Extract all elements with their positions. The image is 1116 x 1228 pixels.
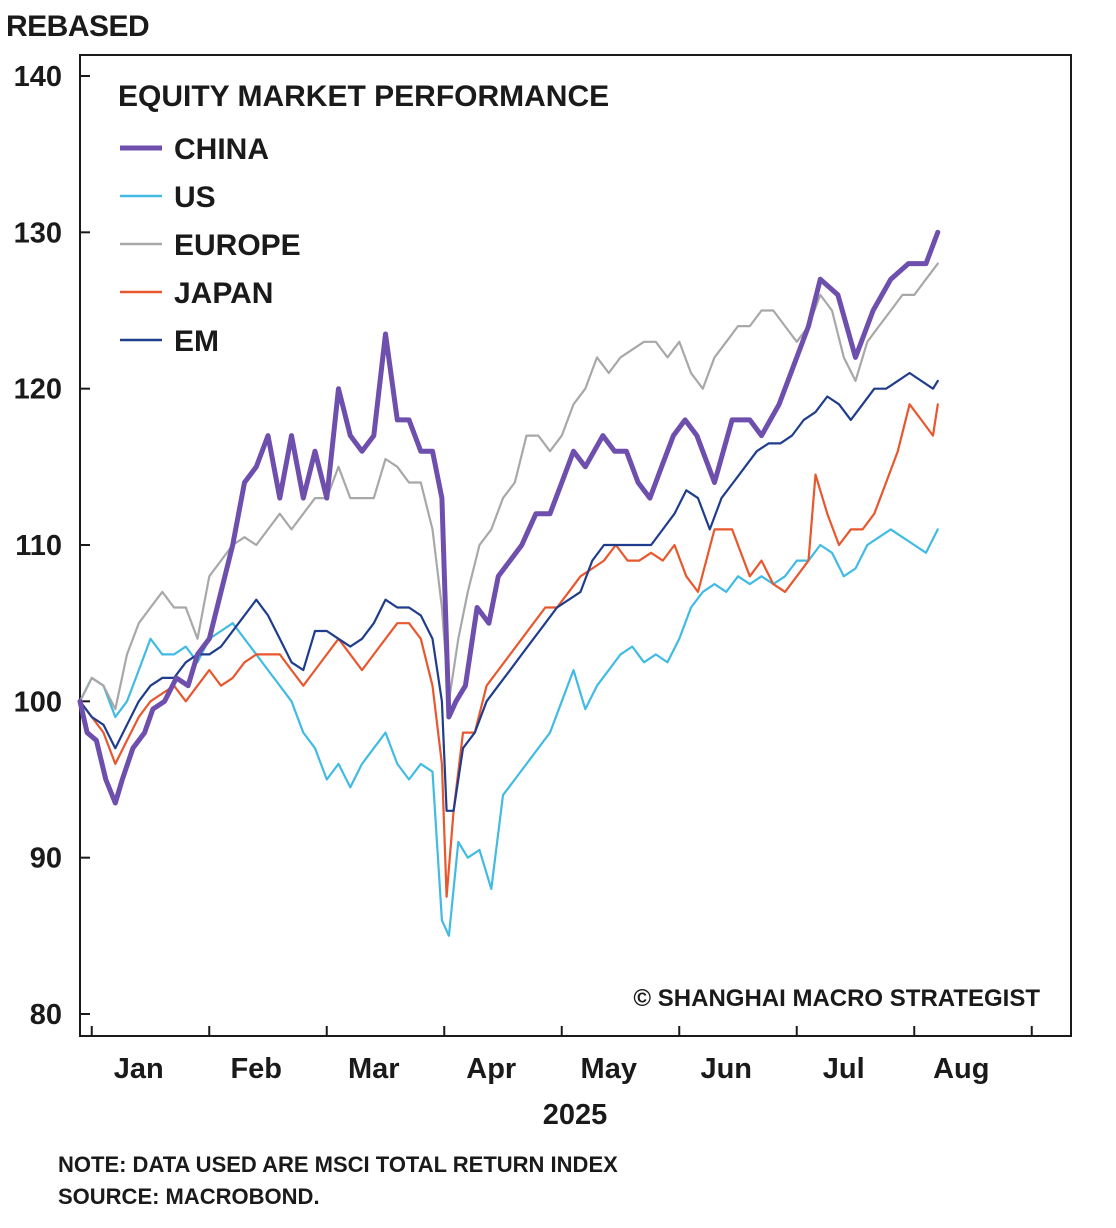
y-tick-label: 80 [30,999,62,1031]
x-tick-label: May [581,1053,637,1085]
series-line-europe [78,262,939,711]
note-text: NOTE: DATA USED ARE MSCI TOTAL RETURN IN… [58,1152,618,1177]
y-tick-label: 110 [15,530,62,562]
copyright-text: © SHANGHAI MACRO STRATEGIST [633,985,1040,1012]
legend-label-europe: EUROPE [174,229,301,262]
series-line-em [78,371,939,812]
source-text: SOURCE: MACROBOND. [58,1184,320,1209]
x-tick-label: Aug [933,1053,989,1085]
series-lines [77,229,941,937]
y-tick-label: 100 [14,686,62,718]
y-tick-label: 90 [30,843,62,875]
legend-label-china: CHINA [174,133,269,166]
x-tick-label: Jan [114,1053,164,1085]
x-axis-label: 2025 [543,1099,608,1131]
chart-title: EQUITY MARKET PERFORMANCE [118,80,609,113]
y-axis: 140 130 120 110 100 90 80 [14,61,90,1031]
x-tick-label: Jun [700,1053,752,1085]
x-tick-label: Mar [348,1053,400,1085]
series-line-china [77,229,941,806]
plot-frame [79,54,1072,1037]
legend: CHINA US EUROPE JAPAN EM [120,133,301,358]
y-tick-label: 140 [14,61,62,93]
x-tick-label: Apr [466,1053,516,1085]
y-axis-label: REBASED [6,10,150,43]
series-line-japan [78,403,939,898]
legend-label-us: US [174,181,216,214]
x-tick-label: Jul [823,1053,865,1085]
x-tick-label: Feb [230,1053,282,1085]
x-axis: Jan Feb Mar Apr May Jun Jul Aug [90,1026,1033,1085]
y-tick-label: 120 [14,374,62,406]
series-line-us [78,528,939,937]
y-tick-label: 130 [14,217,62,249]
line-chart: 140 130 120 110 100 90 80 Jan Feb Mar Apr May Jun Ju… [14,54,1072,1131]
legend-label-em: EM [174,325,219,358]
legend-label-japan: JAPAN [174,277,273,310]
